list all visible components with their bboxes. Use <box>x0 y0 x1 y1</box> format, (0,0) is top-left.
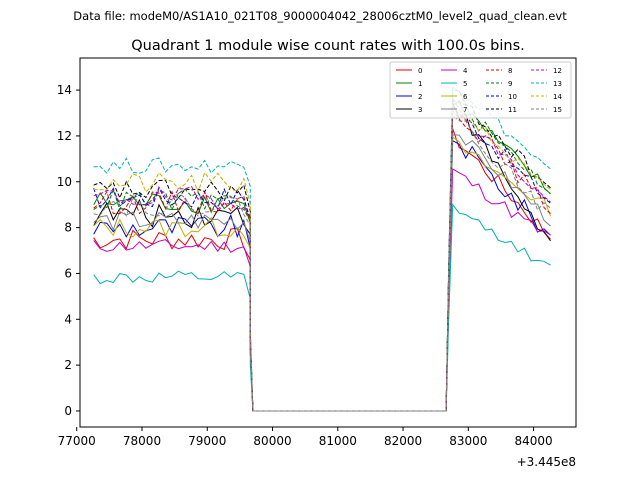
series-line-6 <box>93 136 551 412</box>
legend-label-11: 11 <box>508 106 517 114</box>
series-line-2 <box>93 139 551 412</box>
x-tick-label: 77000 <box>58 434 96 448</box>
legend-label-2: 2 <box>418 93 422 101</box>
y-tick-label: 10 <box>57 175 72 189</box>
series-line-8 <box>93 108 551 412</box>
x-tick-label: 82000 <box>384 434 422 448</box>
y-tick-label: 2 <box>64 358 72 372</box>
legend-label-0: 0 <box>418 67 422 75</box>
legend-label-15: 15 <box>553 106 562 114</box>
y-tick-label: 12 <box>57 129 72 143</box>
series-line-10 <box>93 103 551 412</box>
y-tick-label: 6 <box>64 266 72 280</box>
series-line-12 <box>93 96 551 412</box>
x-offset-label: +3.445e8 <box>517 455 576 469</box>
legend-label-12: 12 <box>553 67 562 75</box>
series-line-5 <box>93 203 551 412</box>
legend-label-7: 7 <box>463 106 467 114</box>
plot-background <box>80 58 576 427</box>
series-line-14 <box>93 101 551 412</box>
data-file-caption: Data file: modeM0/AS1A10_021T08_90000040… <box>73 9 567 23</box>
series-line-4 <box>93 168 551 412</box>
x-tick-label: 84000 <box>514 434 552 448</box>
series-layer <box>93 86 551 412</box>
x-axis: 77000 78000 79000 80000 81000 82000 83000 84000 <box>58 427 553 448</box>
legend-label-13: 13 <box>553 80 562 88</box>
series-line-13 <box>93 86 551 412</box>
y-tick-label: 4 <box>64 312 72 326</box>
series-line-9 <box>93 100 551 412</box>
plot-area: 77000 78000 79000 80000 81000 82000 83000 84000… <box>57 57 577 469</box>
legend-label-5: 5 <box>463 80 467 88</box>
x-tick-label: 78000 <box>123 434 161 448</box>
x-tick-label: 79000 <box>188 434 226 448</box>
legend-label-6: 6 <box>463 93 468 101</box>
legend-label-1: 1 <box>418 80 422 88</box>
series-line-7 <box>93 134 551 412</box>
series-line-15 <box>93 114 551 412</box>
x-tick-label: 80000 <box>253 434 291 448</box>
x-tick-label: 81000 <box>319 434 357 448</box>
series-line-3 <box>93 102 551 412</box>
y-tick-label: 14 <box>57 83 72 97</box>
legend-label-4: 4 <box>463 67 468 75</box>
y-axis: 0 2 4 6 8 10 12 14 <box>57 83 80 418</box>
x-tick-label: 83000 <box>449 434 487 448</box>
chart-title: Quadrant 1 module wise count rates with … <box>131 38 525 54</box>
legend-label-3: 3 <box>418 106 422 114</box>
y-tick-label: 8 <box>64 221 72 235</box>
series-line-11 <box>93 88 551 412</box>
y-tick-label: 0 <box>64 404 72 418</box>
legend-box <box>389 61 572 119</box>
legend-label-9: 9 <box>508 80 512 88</box>
axes-frame <box>79 57 577 428</box>
legend-label-14: 14 <box>553 93 562 101</box>
legend-label-8: 8 <box>508 67 512 75</box>
legend-label-10: 10 <box>508 93 517 101</box>
